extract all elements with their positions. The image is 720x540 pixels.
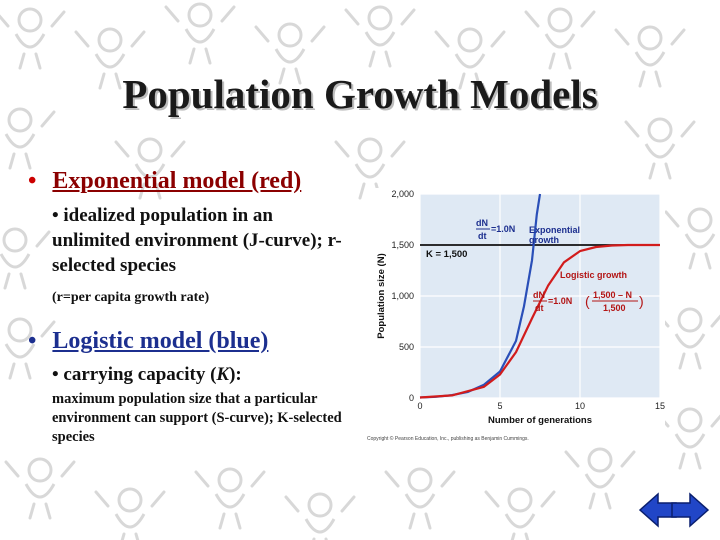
exp-label-line2: growth bbox=[529, 235, 559, 245]
x-tick-label: 10 bbox=[575, 401, 585, 411]
doodle-figure bbox=[4, 317, 56, 380]
logistic-label: Logistic growth bbox=[560, 270, 627, 280]
y-tick-label: 0 bbox=[409, 393, 414, 403]
exp-label-line1: Exponential bbox=[529, 225, 580, 235]
doodle-figure bbox=[564, 447, 636, 510]
log-eq-paren-open: ( bbox=[585, 293, 590, 309]
carrying-capacity-label: K = 1,500 bbox=[426, 249, 467, 260]
x-axis-label: Number of generations bbox=[488, 415, 592, 426]
log-frac-den: 1,500 bbox=[603, 303, 626, 313]
log-eq-paren-close: ) bbox=[639, 293, 644, 309]
doodle-figure bbox=[434, 27, 506, 90]
logistic-carrying-capacity: • carrying capacity (K): bbox=[52, 364, 242, 386]
doodle-figure bbox=[0, 227, 51, 290]
logistic-sub-var: K bbox=[216, 364, 230, 385]
y-tick-label: 2,000 bbox=[391, 189, 414, 199]
doodle-figure bbox=[384, 467, 456, 530]
y-tick-label: 1,500 bbox=[391, 240, 414, 250]
doodle-figure bbox=[94, 487, 166, 540]
log-eq-dN: dN bbox=[533, 290, 545, 300]
doodle-figure bbox=[114, 137, 186, 200]
y-tick-label: 500 bbox=[399, 342, 414, 352]
exp-eq-rhs: =1.0N bbox=[491, 224, 515, 234]
log-eq-dt: dt bbox=[535, 303, 544, 313]
doodle-figure bbox=[74, 27, 146, 90]
x-tick-label: 0 bbox=[417, 401, 422, 411]
doodle-figure bbox=[4, 107, 56, 170]
bullet-logistic: • Logistic model (blue) bbox=[28, 328, 268, 355]
exponential-heading: Exponential model (red) bbox=[52, 168, 302, 194]
doodle-figure bbox=[624, 117, 696, 180]
bullet-glyph: • bbox=[28, 328, 37, 354]
logistic-sub-prefix: • carrying capacity ( bbox=[52, 364, 217, 385]
growth-chart: 0 500 1,000 1,500 2,000 0 5 10 15 Number of gener… bbox=[365, 188, 665, 443]
x-tick-label: 5 bbox=[497, 401, 502, 411]
slide-title: Population Growth Models bbox=[122, 71, 598, 117]
doodle-figure bbox=[284, 492, 356, 540]
exponential-description: • idealized population in an unlimited e… bbox=[52, 205, 342, 276]
doodle-figure bbox=[194, 467, 266, 530]
doodle-figure bbox=[484, 487, 556, 540]
doodle-figure bbox=[334, 137, 406, 200]
exp-eq-dt: dt bbox=[478, 231, 487, 241]
logistic-sub-suffix: ): bbox=[229, 364, 242, 385]
exponential-note: (r=per capita growth rate) bbox=[52, 290, 210, 305]
y-axis-label: Population size (N) bbox=[376, 253, 387, 339]
doodle-figure bbox=[164, 2, 236, 65]
bullet-exponential: • Exponential model (red) bbox=[28, 168, 301, 195]
growth-chart-svg: 0 500 1,000 1,500 2,000 0 5 10 15 Number of gener… bbox=[367, 189, 665, 442]
logistic-description: maximum population size that a particula… bbox=[52, 391, 342, 445]
y-tick-label: 1,000 bbox=[391, 291, 414, 301]
arrow-right-icon[interactable] bbox=[670, 492, 710, 528]
exp-eq-dN: dN bbox=[476, 218, 488, 228]
doodle-figure bbox=[254, 22, 326, 85]
doodle-figure bbox=[654, 407, 720, 470]
log-frac-num: 1,500 – N bbox=[593, 290, 632, 300]
logistic-curve bbox=[419, 243, 660, 399]
log-eq-rhs: =1.0N bbox=[548, 296, 572, 306]
bullet-glyph: • bbox=[28, 168, 37, 194]
doodle-figure bbox=[4, 457, 76, 520]
doodle-figure bbox=[344, 5, 416, 68]
copyright-note: Copyright © Pearson Education, Inc., pub… bbox=[367, 435, 529, 442]
doodle-figure bbox=[524, 7, 596, 70]
x-tick-label: 15 bbox=[655, 401, 665, 411]
logistic-heading: Logistic model (blue) bbox=[52, 328, 269, 354]
doodle-figure bbox=[654, 307, 720, 370]
doodle-figure bbox=[0, 7, 66, 70]
doodle-figure bbox=[664, 207, 716, 270]
doodle-figure bbox=[614, 25, 686, 88]
